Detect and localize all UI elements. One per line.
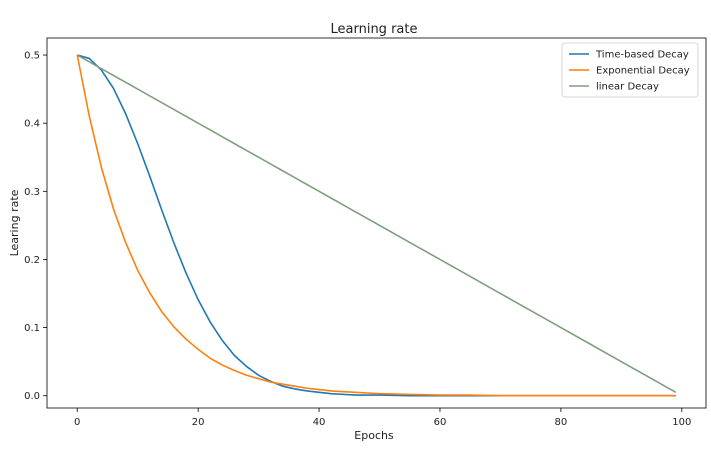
series-line-1 bbox=[76, 54, 676, 397]
y-tick-label: 0.2 bbox=[24, 255, 40, 266]
x-tick-label: 80 bbox=[555, 417, 568, 428]
chart-title: Learning rate bbox=[331, 22, 418, 37]
legend-label: linear Decay bbox=[596, 82, 659, 93]
y-tick-label: 0.4 bbox=[24, 119, 40, 130]
legend-label: Exponential Decay bbox=[596, 66, 690, 77]
y-tick-label: 0.0 bbox=[24, 391, 40, 402]
x-tick-label: 40 bbox=[313, 417, 326, 428]
axes-frame bbox=[46, 37, 707, 409]
x-tick-label: 20 bbox=[192, 417, 205, 428]
y-tick-label: 0.3 bbox=[24, 187, 40, 198]
y-tick-label: 0.5 bbox=[24, 51, 40, 62]
x-tick-label: 60 bbox=[434, 417, 447, 428]
legend: Time-based Decay Exponential Decay linear … bbox=[561, 42, 699, 98]
series-line-2 bbox=[76, 54, 677, 394]
y-axis-label: Learing rate bbox=[8, 189, 21, 256]
legend-box bbox=[561, 42, 699, 98]
x-tick-label: 100 bbox=[672, 417, 691, 428]
x-tick-label: 0 bbox=[74, 417, 80, 428]
legend-label: Time-based Decay bbox=[595, 50, 689, 61]
y-tick-label: 0.1 bbox=[24, 323, 40, 334]
x-axis-label: Epochs bbox=[354, 429, 394, 442]
plot-area: 0 20 40 60 80 100 0.0 0.1 0.2 0.3 0.4 0.5 Time-based… bbox=[24, 37, 707, 428]
